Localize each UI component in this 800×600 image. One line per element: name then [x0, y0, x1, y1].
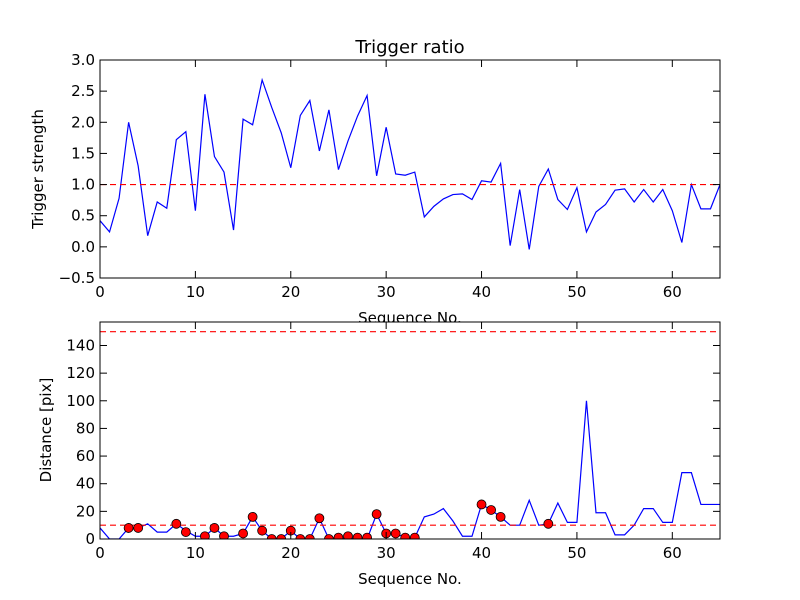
bottom-series-layer	[100, 331, 720, 539]
bottom-triggered-marker	[362, 532, 372, 539]
bottom-y-tick-label: 0	[85, 530, 95, 548]
bottom-triggered-marker	[333, 532, 344, 539]
bottom-triggered-marker	[495, 511, 506, 522]
bottom-triggered-marker	[409, 532, 420, 539]
bottom-y-axis-label: Distance [pix]	[37, 378, 55, 483]
top-plot-area	[100, 60, 720, 278]
bottom-triggered-marker	[352, 532, 363, 539]
bottom-y-tick-label: 40	[76, 475, 95, 493]
bottom-y-tick-label: 100	[66, 392, 95, 410]
bottom-triggered-marker	[133, 523, 144, 533]
bottom-triggered-marker	[314, 513, 325, 524]
top-chart-title: Trigger ratio	[354, 37, 464, 58]
bottom-triggered-marker	[543, 518, 554, 529]
bottom-triggered-marker	[257, 525, 268, 536]
top-y-tick-label: 1.0	[71, 176, 95, 194]
bottom-triggered-marker	[486, 505, 496, 515]
bottom-y-tick-label: 20	[76, 502, 95, 520]
top-x-tick-label: 60	[663, 283, 682, 301]
bottom-triggered-marker	[238, 528, 248, 539]
bottom-triggered-marker	[476, 499, 487, 510]
bottom-triggered-marker	[266, 534, 277, 539]
top-y-axis-label: Trigger strength	[29, 109, 47, 230]
top-plot-frame	[99, 59, 721, 279]
top-tick-layer: 0 10 20 30 40 50 60 −0.5 0.0 0.5 1.0 1.5 2.0 2.5 3.0	[59, 51, 720, 301]
top-y-tick-label: 1.5	[71, 144, 95, 162]
bottom-y-tick-label: 120	[66, 364, 95, 382]
bottom-x-tick-label: 10	[186, 544, 205, 562]
top-x-tick-label: 20	[281, 283, 300, 301]
bottom-triggered-marker	[390, 528, 401, 539]
bottom-triggered-marker	[123, 523, 134, 533]
bottom-x-tick-label: 50	[567, 544, 586, 562]
bottom-triggered-marker	[219, 531, 229, 539]
bottom-triggered-marker	[171, 518, 182, 529]
top-y-tick-label: 0.0	[71, 238, 95, 256]
top-y-tick-label: −0.5	[59, 269, 95, 287]
bottom-x-tick-label: 0	[95, 544, 105, 562]
bottom-triggered-marker	[343, 531, 353, 539]
bottom-triggered-marker	[400, 532, 411, 539]
distance-chart: Sequence No. Distance [pix] 0 10 20 30 40 50 6…	[37, 321, 721, 588]
bottom-y-tick-label: 80	[76, 419, 95, 437]
top-trigger-strength-line	[100, 77, 720, 250]
top-x-tick-label: 10	[186, 283, 205, 301]
top-x-tick-label: 0	[95, 283, 105, 301]
bottom-plot-area	[100, 322, 720, 539]
bottom-y-tick-label: 60	[76, 447, 95, 465]
top-y-tick-label: 3.0	[71, 51, 95, 69]
top-y-tick-label: 2.0	[71, 113, 95, 131]
bottom-x-tick-label: 40	[472, 544, 491, 562]
top-series-layer	[100, 77, 720, 250]
top-x-tick-label: 30	[377, 283, 396, 301]
bottom-y-tick-label: 140	[66, 336, 95, 354]
bottom-x-axis-label: Sequence No.	[358, 570, 462, 588]
bottom-x-tick-label: 30	[377, 544, 396, 562]
bottom-triggered-marker	[295, 534, 306, 539]
bottom-tick-layer: 0 10 20 30 40 50 60 0 20 40 60 80 100 120 140	[66, 322, 720, 562]
bottom-triggered-marker	[324, 534, 334, 539]
bottom-triggered-marker	[180, 527, 191, 537]
bottom-triggered-marker	[276, 534, 287, 539]
top-x-tick-label: 40	[472, 283, 491, 301]
top-x-tick-label: 50	[567, 283, 586, 301]
top-y-tick-label: 2.5	[71, 82, 95, 100]
bottom-triggered-marker	[209, 523, 220, 533]
bottom-triggered-marker	[247, 511, 258, 522]
trigger-ratio-chart: Trigger ratio Sequence No. Trigger stren…	[29, 37, 721, 327]
top-y-tick-label: 0.5	[71, 207, 95, 225]
bottom-plot-frame	[99, 321, 721, 540]
bottom-triggered-marker	[371, 509, 382, 520]
bottom-x-tick-label: 20	[281, 544, 300, 562]
bottom-triggered-marker	[200, 531, 210, 539]
bottom-x-tick-label: 60	[663, 544, 682, 562]
bottom-triggered-marker	[304, 534, 315, 539]
